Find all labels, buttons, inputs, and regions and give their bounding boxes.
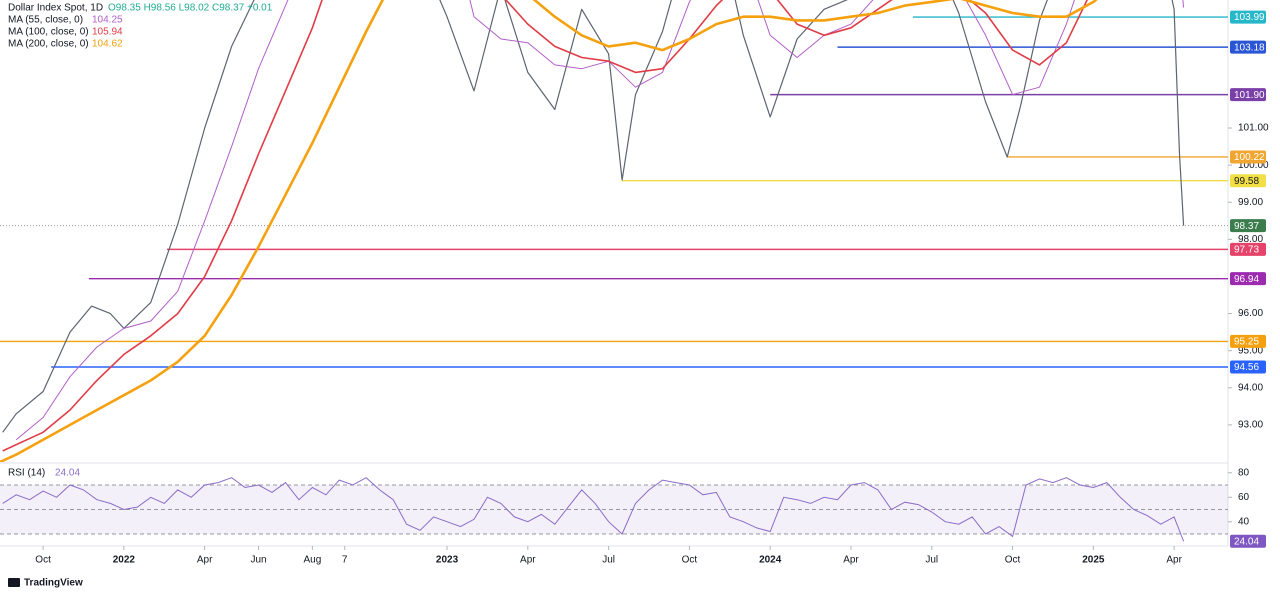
rsi-panel xyxy=(0,477,1228,542)
x-tick-label: 7 xyxy=(342,555,348,566)
level-badge-label: 98.37 xyxy=(1234,221,1259,232)
level-badge-label: 94.56 xyxy=(1234,362,1259,373)
y-tick-label: 98.00 xyxy=(1238,234,1263,245)
price-panel xyxy=(0,0,1228,462)
rsi-tick-label: 80 xyxy=(1238,467,1250,478)
level-badge-label: 97.73 xyxy=(1234,245,1259,256)
level-badge-label: 103.18 xyxy=(1234,42,1265,53)
x-tick-label: Oct xyxy=(682,555,698,566)
rsi-badge-label: 24.04 xyxy=(1234,536,1259,547)
y-tick-label: 94.00 xyxy=(1238,382,1263,393)
level-badge xyxy=(1230,174,1266,188)
ohlc: O98.35 H98.56 L98.02 C98.37 +0.01 xyxy=(108,3,273,14)
level-badge-label: 101.90 xyxy=(1234,90,1265,101)
y-tick-label: 99.00 xyxy=(1238,197,1263,208)
x-tick-label: Jul xyxy=(602,555,615,566)
x-tick-label: Apr xyxy=(843,555,859,566)
x-tick-label: Apr xyxy=(1166,555,1182,566)
x-tick-label: 2023 xyxy=(436,555,459,566)
header: Dollar Index Spot, 1D O98.35 H98.56 L98.… xyxy=(8,3,273,14)
axes: 93.00 94.00 95.00 96.00 98.00 99.00 100.00 101.… xyxy=(35,10,1269,566)
y-tick-label: 95.00 xyxy=(1238,345,1263,356)
logo: TradingView xyxy=(8,578,83,589)
level-badge xyxy=(1230,334,1266,348)
x-tick-label: Aug xyxy=(303,555,321,566)
x-tick-label: Jul xyxy=(925,555,938,566)
x-tick-label: 2022 xyxy=(113,555,136,566)
level-badge-label: 95.25 xyxy=(1234,337,1259,348)
level-badge xyxy=(1230,10,1266,24)
x-tick-label: 2024 xyxy=(759,555,782,566)
moving-average xyxy=(2,0,1088,452)
level-badge-label: 103.99 xyxy=(1234,12,1265,23)
legend-value: 104.25 xyxy=(92,15,123,26)
x-tick-label: Apr xyxy=(197,555,213,566)
y-tick-label: 100.00 xyxy=(1238,160,1269,171)
rsi-line xyxy=(2,477,1185,542)
rsi-tick-label: 60 xyxy=(1238,492,1250,503)
level-badge xyxy=(1230,360,1266,374)
level-badge-label: 96.94 xyxy=(1234,274,1259,285)
x-tick-label: Oct xyxy=(1005,555,1021,566)
level-badge xyxy=(1230,150,1266,164)
chart-title: Dollar Index Spot, 1D xyxy=(8,3,103,14)
y-tick-label: 93.00 xyxy=(1238,420,1263,431)
logo-text: TradingView xyxy=(24,578,83,589)
level-badge xyxy=(1230,219,1266,233)
moving-average xyxy=(0,0,1098,462)
level-badge xyxy=(1230,272,1266,286)
x-tick-label: Apr xyxy=(520,555,536,566)
legend-value: 104.62 xyxy=(92,39,123,50)
level-badge xyxy=(1230,242,1266,256)
level-badge xyxy=(1230,88,1266,102)
legend-value: 105.94 xyxy=(92,27,123,38)
rsi-badge xyxy=(1230,534,1266,548)
y-tick-label: 96.00 xyxy=(1238,308,1263,319)
legend-entry: MA (100, close, 0) xyxy=(8,27,89,38)
level-badge-label: 99.58 xyxy=(1234,176,1259,187)
rsi-legend: RSI (14) xyxy=(8,468,45,479)
x-tick-label: Jun xyxy=(250,555,266,566)
logo-icon xyxy=(8,578,20,587)
rsi-legend-value: 24.04 xyxy=(55,468,80,479)
legend-entry: MA (200, close, 0) xyxy=(8,39,89,50)
level-badge-label: 100.22 xyxy=(1234,152,1265,163)
level-badge xyxy=(1230,40,1266,54)
legend-entry: MA (55, close, 0) xyxy=(8,15,83,26)
rsi-tick-label: 40 xyxy=(1238,516,1250,527)
x-tick-label: Oct xyxy=(35,555,51,566)
price-line xyxy=(2,0,1185,433)
x-tick-label: 2025 xyxy=(1082,555,1105,566)
y-tick-label: 101.00 xyxy=(1238,123,1269,134)
